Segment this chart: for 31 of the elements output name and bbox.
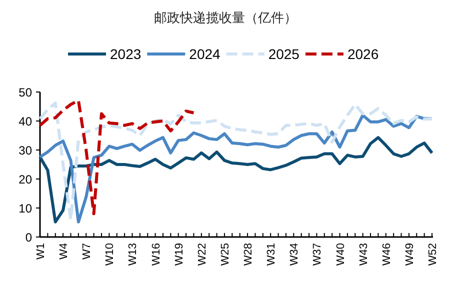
x-tick-label: W10	[104, 243, 116, 266]
x-tick-label: W25	[219, 243, 232, 266]
chart-title: 邮政快递揽收量（亿件）	[154, 10, 297, 25]
x-tick-label: W31	[266, 243, 278, 266]
y-tick-label: 0	[25, 230, 32, 244]
legend-label: 2026	[347, 46, 379, 62]
y-tick-label: 40	[18, 114, 32, 128]
x-tick-label: W46	[380, 243, 393, 266]
x-tick-label: W28	[242, 243, 255, 266]
legend-label: 2024	[189, 46, 221, 62]
legend-label: 2023	[110, 46, 142, 62]
x-tick-label: W13	[127, 243, 140, 266]
x-tick-label: W22	[196, 243, 208, 266]
line-series	[38, 136, 434, 224]
x-tick-label: W34	[288, 243, 301, 266]
x-tick-label: W4	[58, 243, 70, 260]
x-tick-label: W43	[358, 243, 370, 266]
line-series	[38, 98, 196, 216]
y-tick-label: 30	[18, 144, 32, 158]
y-tick-label: 20	[18, 172, 32, 186]
x-tick-label: W16	[150, 243, 162, 266]
x-tick-label: W37	[312, 243, 324, 266]
x-tick-label: W19	[173, 243, 186, 266]
y-tick-label: 50	[18, 86, 32, 100]
x-tick-label: W1	[35, 243, 47, 260]
legend-label: 2025	[268, 46, 300, 62]
y-tick-label: 10	[18, 202, 32, 216]
x-tick-label: W49	[404, 243, 416, 266]
x-tick-label: W7	[81, 243, 94, 260]
x-tick-label: W40	[334, 243, 347, 266]
x-tick-label: W52	[427, 243, 439, 266]
